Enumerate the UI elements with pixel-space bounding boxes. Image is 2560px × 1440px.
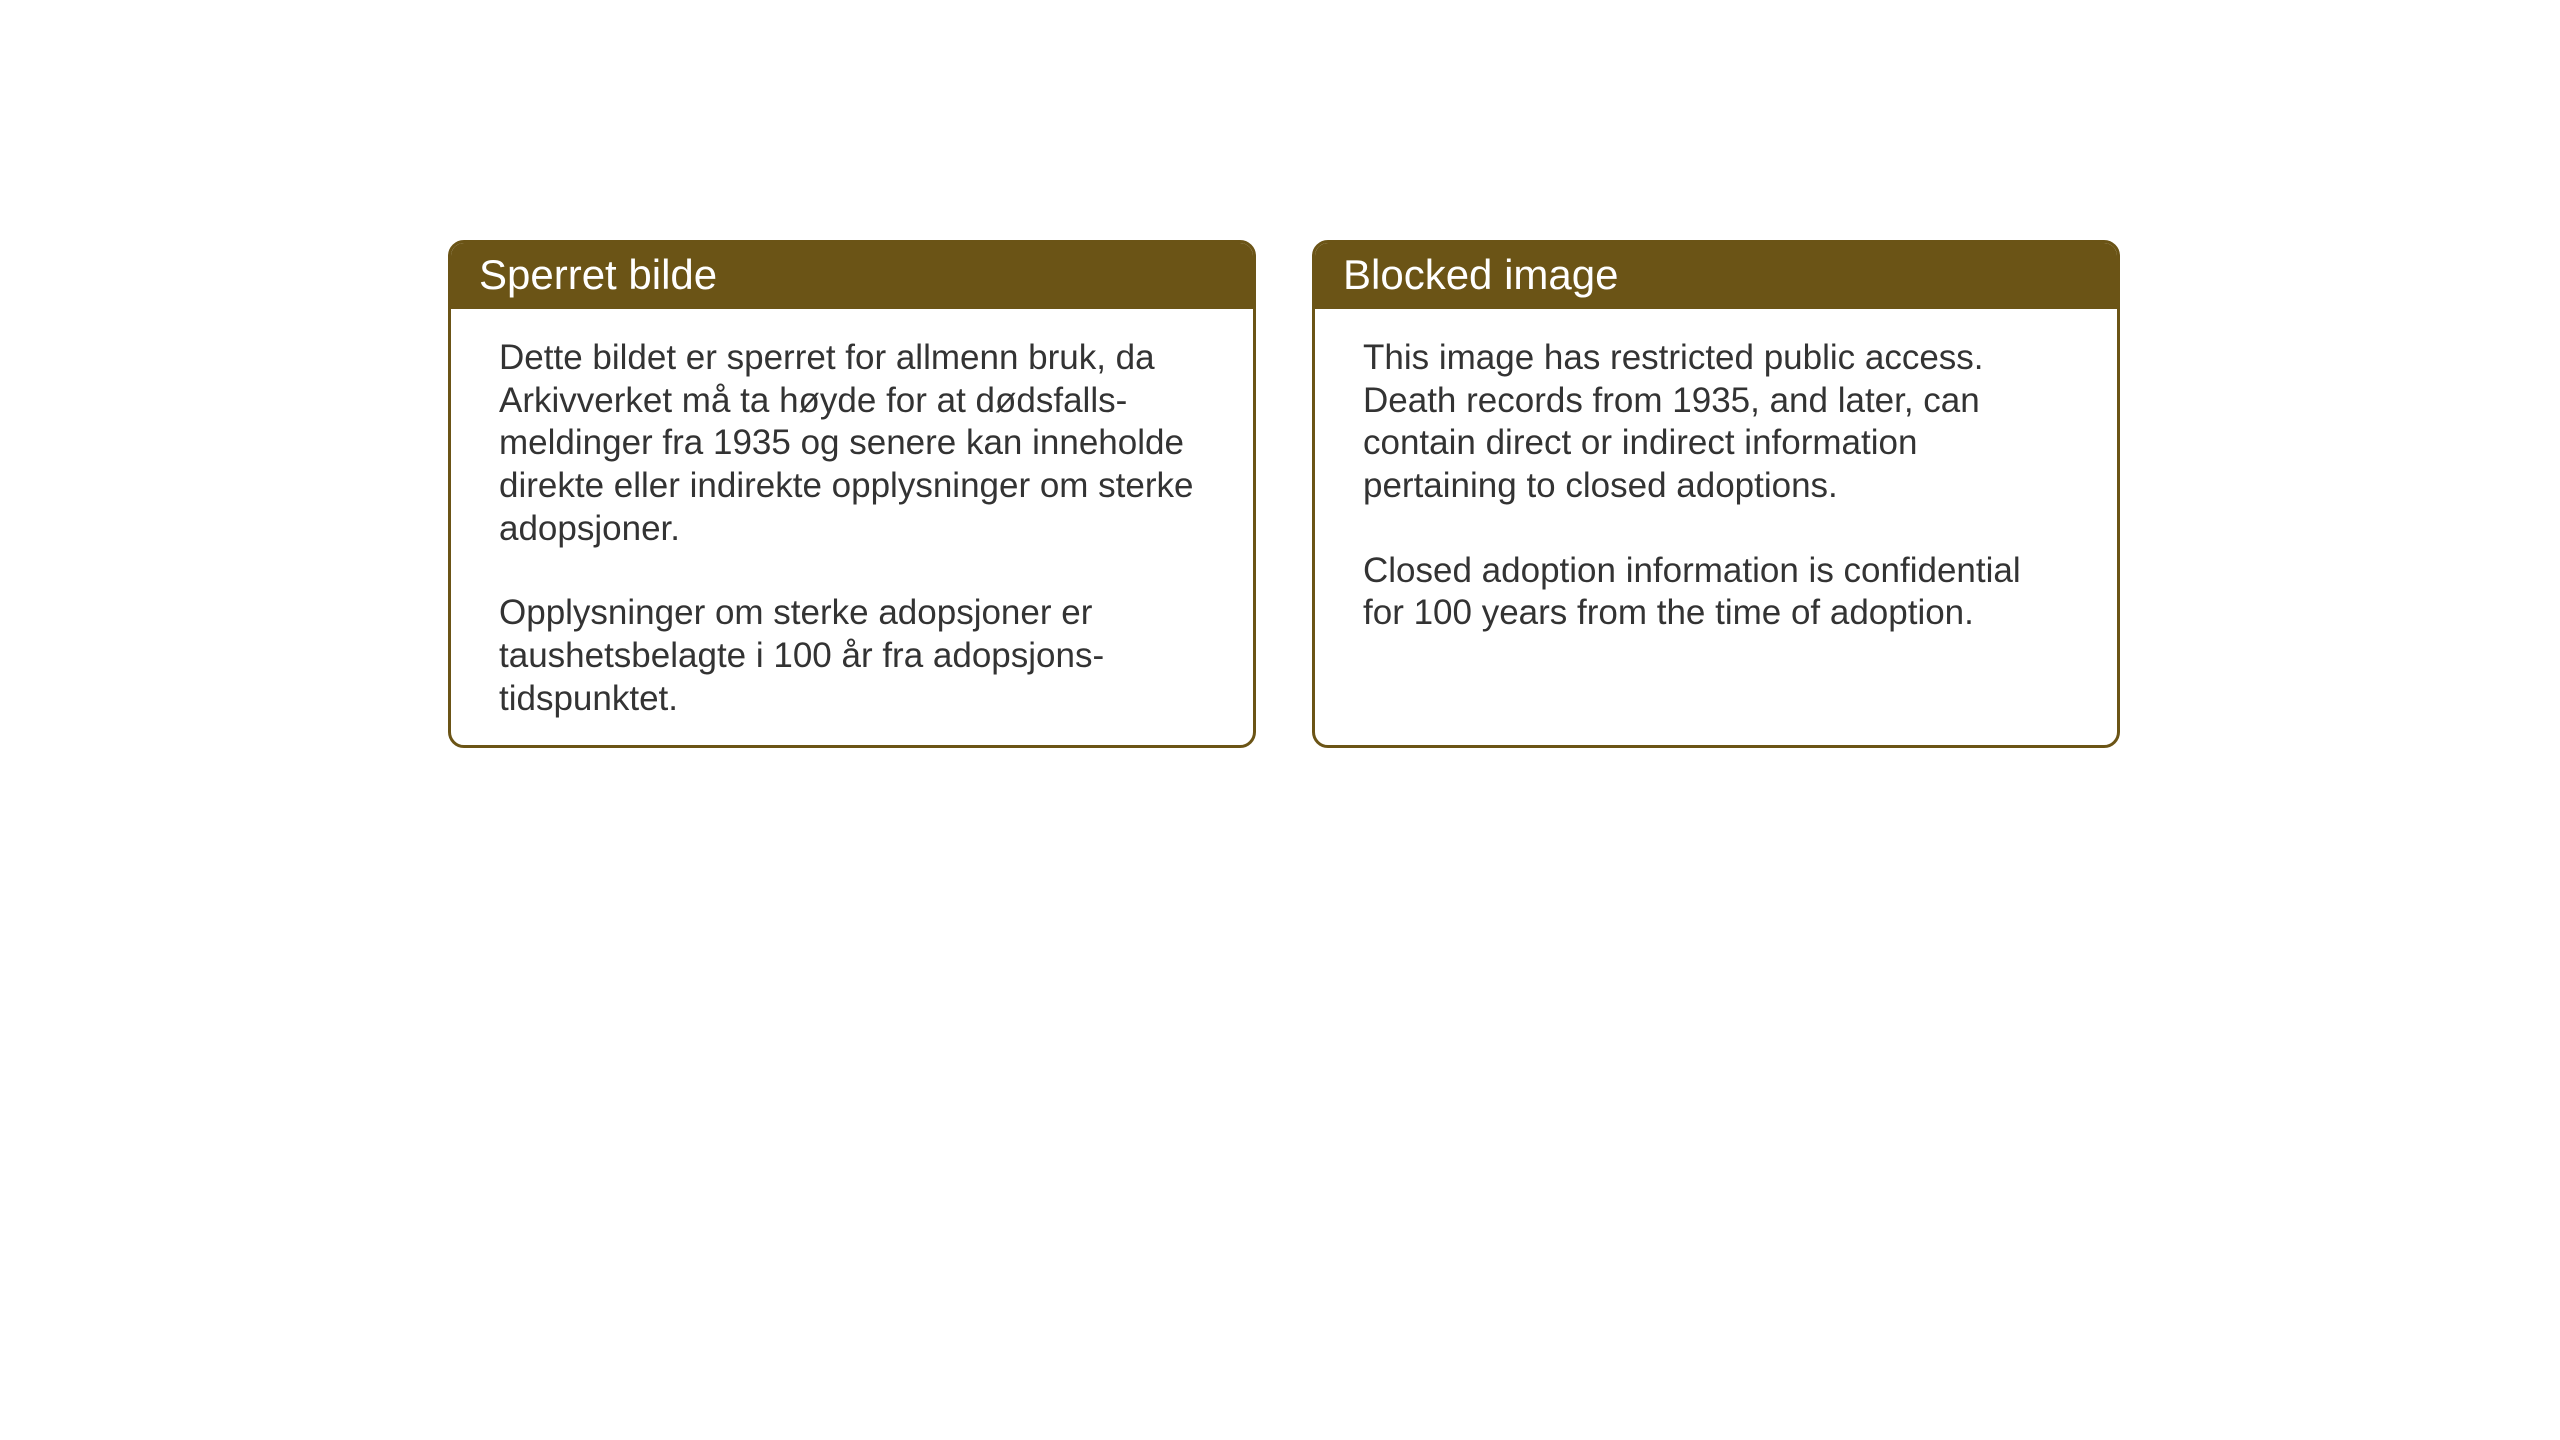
paragraph-english-2: Closed adoption information is confident… [1363,550,2069,635]
card-body-norwegian: Dette bildet er sperret for allmenn bruk… [451,309,1253,748]
paragraph-norwegian-2: Opplysninger om sterke adopsjoner er tau… [499,592,1205,720]
card-header-norwegian: Sperret bilde [451,243,1253,309]
paragraph-norwegian-1: Dette bildet er sperret for allmenn bruk… [499,337,1205,550]
card-body-english: This image has restricted public access.… [1315,309,2117,669]
card-english: Blocked image This image has restricted … [1312,240,2120,748]
card-header-english: Blocked image [1315,243,2117,309]
paragraph-english-1: This image has restricted public access.… [1363,337,2069,508]
cards-container: Sperret bilde Dette bildet er sperret fo… [448,240,2120,748]
card-norwegian: Sperret bilde Dette bildet er sperret fo… [448,240,1256,748]
